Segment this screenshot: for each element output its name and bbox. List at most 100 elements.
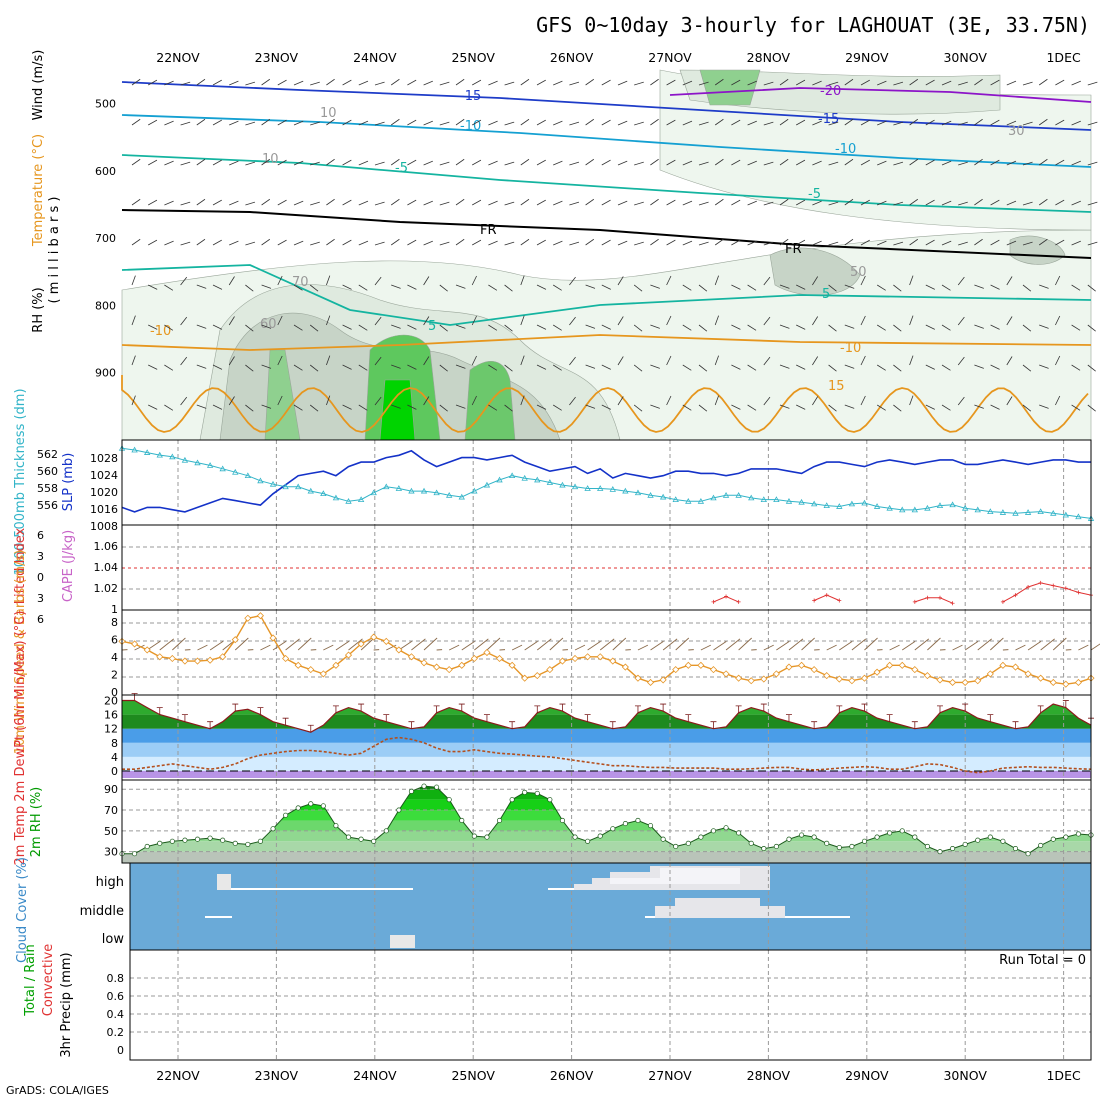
data-point <box>345 834 352 840</box>
data-point <box>773 496 780 503</box>
wind-barb <box>488 324 498 331</box>
wind-barb <box>553 120 563 126</box>
wind-barb <box>229 160 239 166</box>
wind-barb <box>374 241 385 246</box>
wind-barb <box>860 159 870 166</box>
rh2m-tick-label: 50 <box>104 825 118 838</box>
data-point <box>333 823 339 829</box>
data-point <box>961 678 969 687</box>
data-point <box>332 494 340 501</box>
wind-barb <box>682 364 692 371</box>
wind10m-barb <box>901 641 916 651</box>
wind-barb <box>1071 284 1081 291</box>
wind-barb <box>1071 240 1081 246</box>
slp-tick-label: 1016 <box>90 503 118 516</box>
wind-barb <box>1087 284 1096 292</box>
data-point <box>1038 842 1044 848</box>
precip-tick-label: 0.2 <box>107 1026 125 1039</box>
wind-barb <box>779 118 789 126</box>
data-point <box>925 595 930 600</box>
wind10m-barb <box>851 638 867 651</box>
wind10m-tick-label: 4 <box>111 651 118 664</box>
data-point <box>572 834 578 840</box>
stability-bg <box>122 525 1091 610</box>
cloud-ylabel-0: Cloud Cover (%) <box>15 857 30 963</box>
data-point <box>974 506 981 513</box>
wind-barb <box>747 80 757 86</box>
wind-barb <box>455 364 466 369</box>
wind-bg <box>122 610 1091 695</box>
data-point <box>471 833 477 839</box>
wind-barb <box>1055 159 1065 166</box>
minmax-bar <box>962 703 969 712</box>
data-point <box>307 666 315 674</box>
data-point <box>999 509 1007 515</box>
wind-barb <box>860 239 870 246</box>
wind-barb <box>342 284 352 290</box>
data-point <box>861 838 868 844</box>
wind-barb <box>455 404 466 409</box>
wind-barb <box>196 198 206 206</box>
wind-barb <box>423 120 433 126</box>
wind-barb <box>796 119 806 126</box>
wind-barb <box>958 121 968 126</box>
wind-barb <box>941 120 952 126</box>
data-point <box>232 468 239 475</box>
wind-barb <box>245 404 254 412</box>
data-point <box>710 494 717 501</box>
contour-label: 15 <box>828 379 845 394</box>
data-point <box>131 446 138 453</box>
contour-label: 70 <box>292 275 309 290</box>
data-point <box>736 830 742 836</box>
wind-barb <box>407 364 417 370</box>
data-point <box>874 834 880 840</box>
data-point <box>646 678 655 687</box>
wind-barb <box>698 364 708 372</box>
wind-barb <box>585 78 595 86</box>
wind10m-barb <box>725 638 741 651</box>
wind10m-barb <box>763 644 774 651</box>
data-point <box>723 825 729 831</box>
wind-barb <box>828 81 839 86</box>
rh2m-tick-label: 30 <box>104 846 118 859</box>
data-point <box>748 840 754 846</box>
wind-barb <box>698 81 709 86</box>
wind-barb <box>585 284 596 289</box>
cape-tick-label: 1.04 <box>94 561 119 574</box>
wind-barb <box>1071 364 1081 371</box>
wind10m-barb <box>826 644 837 651</box>
data-point <box>508 661 516 669</box>
contour-label: 60 <box>260 317 277 332</box>
data-point <box>408 788 414 794</box>
contour-label: -5 <box>808 187 821 202</box>
wind-barb <box>326 315 331 326</box>
minmax-bar <box>282 717 289 726</box>
data-point <box>383 483 390 490</box>
data-point <box>383 828 389 834</box>
wind10m-barb <box>650 641 664 651</box>
data-point <box>269 480 277 487</box>
wind-barb <box>552 364 562 371</box>
wind10m-barb <box>360 637 375 651</box>
temp2m-tick-label: 16 <box>104 709 118 722</box>
minmax-bar <box>1012 721 1019 729</box>
data-point <box>1037 674 1045 682</box>
lifted-ylabel-0: Lifted Index <box>13 527 28 604</box>
wind10m-ylabel-group: 10m Wind Speed & Barbs (m/s) <box>13 550 28 755</box>
wind-barb <box>488 284 498 291</box>
data-point <box>370 489 377 496</box>
cloud-level-label: middle <box>80 904 124 919</box>
wind-barb <box>1071 160 1081 166</box>
wind-barb <box>812 240 822 246</box>
data-point <box>634 674 642 682</box>
wind-barb <box>358 200 369 206</box>
wind-barb <box>358 364 368 371</box>
data-point <box>206 462 214 468</box>
minmax-bar <box>987 714 994 722</box>
wind10m-barb <box>776 641 790 651</box>
wind-barb <box>1038 118 1048 126</box>
wind-barb <box>180 161 191 166</box>
wind-barb <box>893 201 904 206</box>
data-point <box>270 826 276 832</box>
wind-barb <box>828 201 839 206</box>
